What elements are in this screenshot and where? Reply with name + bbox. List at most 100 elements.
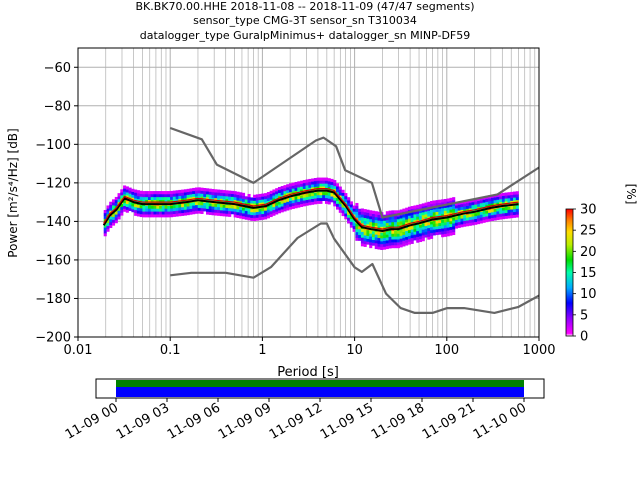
density-cell: [449, 232, 453, 236]
density-cell: [504, 198, 508, 202]
density-cell: [131, 206, 135, 210]
density-cell: [106, 211, 110, 215]
density-cell: [457, 207, 461, 211]
density-cell: [203, 208, 207, 212]
density-cell: [159, 211, 163, 215]
density-cell: [410, 237, 414, 242]
density-cell: [322, 192, 326, 196]
density-cell: [300, 195, 304, 199]
density-cell: [443, 227, 447, 232]
density-cell: [172, 205, 176, 209]
density-cell: [388, 210, 392, 214]
density-cell: [322, 194, 326, 199]
density-cell: [145, 208, 149, 212]
density-cell: [465, 217, 470, 221]
chart-title-line-1: BK.BK70.00.HHE 2018-11-08 -- 2018-11-09 …: [135, 0, 474, 13]
density-cell: [167, 211, 171, 215]
density-cell: [283, 188, 287, 192]
density-cell: [175, 190, 179, 194]
density-cell: [156, 199, 160, 203]
density-cell: [145, 211, 149, 215]
density-cell: [222, 192, 226, 197]
density-cell: [371, 236, 376, 240]
density-cell: [250, 211, 254, 216]
density-cell: [217, 206, 221, 211]
density-cell: [103, 215, 107, 219]
density-cell: [463, 214, 467, 219]
density-cell: [172, 199, 176, 203]
density-cell: [446, 212, 450, 217]
density-cell: [111, 213, 116, 217]
density-cell: [233, 205, 237, 209]
density-cell: [313, 183, 317, 187]
density-cell: [147, 214, 152, 218]
x-tick-label: 1000: [522, 343, 555, 358]
density-cell: [142, 211, 146, 215]
density-cell: [111, 199, 116, 203]
density-cell: [416, 236, 420, 240]
density-cell: [297, 198, 301, 202]
density-cell: [214, 189, 218, 193]
density-cell: [283, 193, 287, 197]
density-cell: [192, 196, 196, 200]
density-cell: [214, 197, 218, 202]
density-cell: [305, 182, 309, 186]
timeline-tick-label: 11-09 06: [165, 400, 223, 442]
density-cell: [377, 234, 381, 238]
density-cell: [349, 215, 353, 220]
density-cell: [170, 205, 174, 209]
density-cell: [402, 228, 406, 233]
density-cell: [507, 200, 511, 205]
density-cell: [208, 194, 212, 198]
density-cell: [109, 224, 113, 229]
density-cell: [244, 196, 248, 200]
series-line-nlnm: [170, 222, 539, 314]
density-cell: [266, 197, 270, 202]
density-cell: [388, 242, 392, 246]
density-cell: [452, 223, 456, 227]
density-cell: [457, 218, 461, 223]
density-cell: [416, 210, 420, 214]
density-cell: [316, 186, 320, 190]
density-cell: [123, 199, 127, 204]
density-cell: [405, 242, 409, 246]
density-cell: [452, 202, 456, 207]
density-cell: [374, 214, 378, 218]
density-cell: [513, 197, 517, 201]
density-cell: [297, 201, 301, 205]
density-cell: [352, 222, 356, 227]
density-cell: [264, 201, 268, 205]
density-cell: [435, 223, 439, 227]
density-cell: [206, 211, 210, 215]
density-cell: [504, 212, 508, 216]
density-cell: [258, 208, 262, 212]
density-cell: [288, 189, 293, 193]
density-cell: [513, 208, 517, 213]
density-cell: [109, 204, 113, 208]
density-cell: [222, 213, 226, 217]
density-cell: [446, 207, 450, 211]
density-cell: [416, 204, 420, 209]
density-cell: [228, 193, 232, 197]
density-cell: [407, 221, 411, 225]
density-cell: [316, 177, 320, 181]
density-cell: [236, 209, 240, 213]
density-cell: [407, 238, 411, 242]
density-cell: [219, 210, 223, 214]
density-cell: [189, 205, 193, 209]
density-cell: [244, 210, 248, 214]
density-cell: [222, 190, 226, 194]
density-cell: [134, 189, 138, 193]
density-cell: [407, 232, 411, 236]
density-cell: [230, 193, 234, 197]
density-cell: [424, 234, 428, 238]
colorbar-tick-label: 5: [580, 308, 588, 323]
density-cell: [134, 195, 138, 199]
density-cell: [253, 200, 257, 204]
density-cell: [424, 231, 428, 235]
density-cell: [438, 219, 442, 224]
density-cell: [399, 223, 403, 228]
x-axis-ticks: 0.01 0.1 1 10 100 1000: [64, 337, 556, 358]
density-cell: [432, 209, 436, 213]
density-cell: [297, 204, 301, 208]
